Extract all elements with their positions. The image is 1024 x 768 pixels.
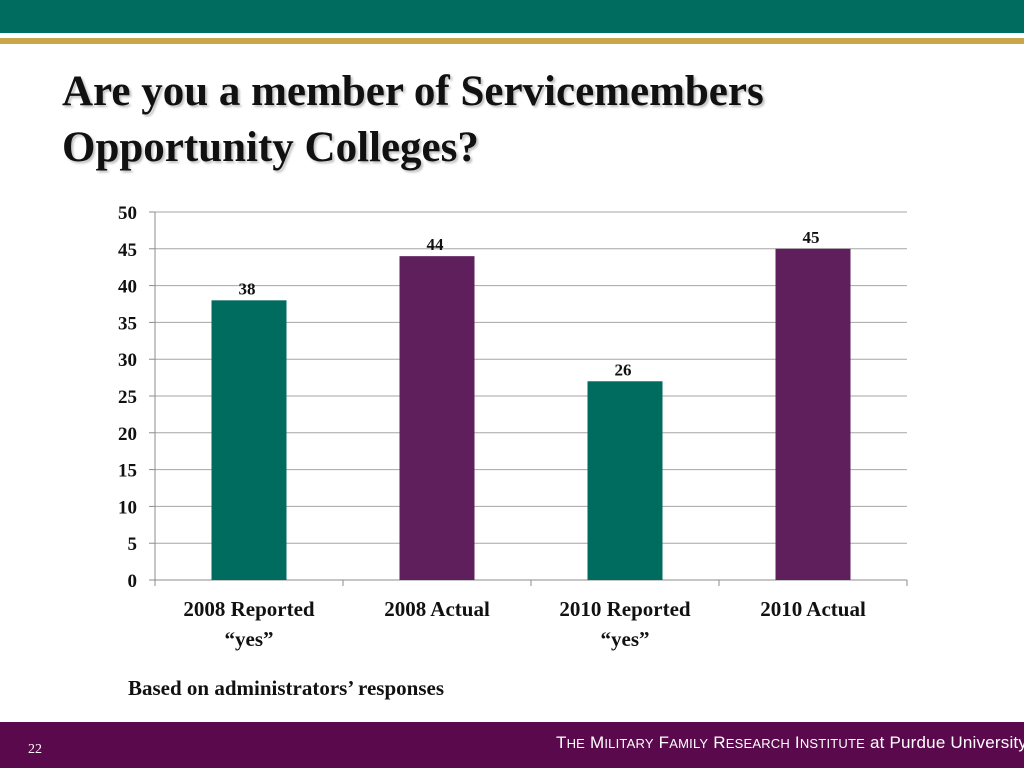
y-tick-label: 10 [118,497,137,518]
bar [399,256,475,580]
footer-band [0,722,1024,768]
y-tick-label: 30 [118,350,137,371]
data-label: 26 [615,360,632,379]
bar [775,248,851,581]
y-tick-label: 45 [118,240,137,261]
x-category-label: “yes” [225,627,274,651]
slide-title: Are you a member of Servicemembers Oppor… [62,68,764,171]
y-tick-label: 35 [118,313,137,334]
y-tick-label: 40 [118,277,137,298]
y-tick-label: 5 [128,534,138,555]
data-label: 44 [427,235,445,254]
x-category-label: 2008 Actual [384,597,490,621]
y-tick-label: 20 [118,424,137,445]
bar [587,381,663,580]
data-label: 38 [239,279,256,298]
y-tick-label: 0 [128,571,138,592]
x-category-label: “yes” [601,627,650,651]
y-tick-label: 25 [118,387,137,408]
data-label: 45 [803,228,820,247]
y-tick-label: 50 [118,203,137,224]
header-band [0,0,1024,33]
bar [211,300,287,580]
x-category-label: 2010 Reported [559,597,691,621]
y-tick-label: 15 [118,461,137,482]
header-gold-line [0,38,1024,44]
x-category-label: 2010 Actual [760,597,866,621]
page-number: 22 [28,742,42,757]
x-category-label: 2008 Reported [183,597,315,621]
footnote: Based on administrators’ responses [128,676,444,700]
institute-name: THE MILITARY FAMILY RESEARCH INSTITUTE a… [556,733,1024,752]
bar-chart: 0 5 10 15 20 25 30 35 40 45 50 38 2008 Reported “yes”… [118,203,908,651]
